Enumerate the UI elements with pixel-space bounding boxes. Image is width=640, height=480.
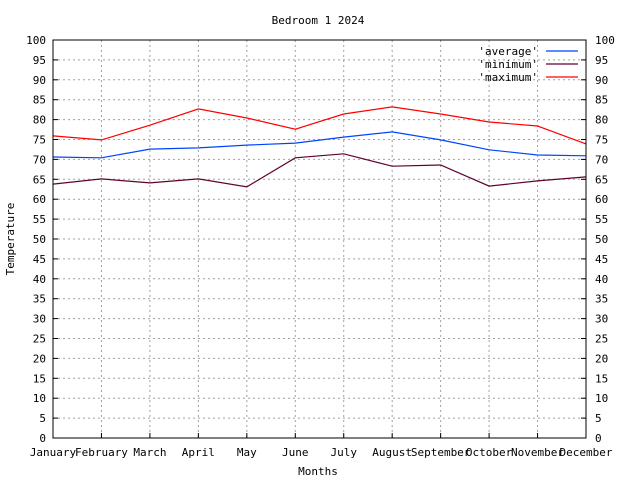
x-tick-label: May	[237, 446, 257, 459]
y-tick-label-right: 40	[595, 273, 608, 286]
chart-title: Bedroom 1 2024	[272, 14, 365, 27]
series-lines	[52, 106, 587, 188]
x-tick-label: July	[330, 446, 357, 459]
y-tick-label-right: 95	[595, 54, 608, 67]
x-tick-label: June	[282, 446, 309, 459]
y-tick-label: 55	[33, 213, 46, 226]
y-tick-label-right: 65	[595, 173, 608, 186]
y-tick-label: 35	[33, 293, 46, 306]
x-tick-label: September	[411, 446, 471, 459]
x-tick-label: November	[511, 446, 564, 459]
legend-label: 'maximum'	[478, 71, 538, 84]
x-tick-label: August	[372, 446, 412, 459]
plot-border	[52, 39, 587, 439]
y-tick-label: 5	[39, 412, 46, 425]
y-tick-label-right: 5	[595, 412, 602, 425]
y-tick-label-right: 55	[595, 213, 608, 226]
y-tick-label: 0	[39, 432, 46, 445]
y-tick-label: 70	[33, 153, 46, 166]
y-tick-label: 65	[33, 173, 46, 186]
y-tick-label-right: 15	[595, 372, 608, 385]
x-tick-label: October	[466, 446, 513, 459]
y-tick-label-right: 20	[595, 352, 608, 365]
y-tick-label: 80	[33, 114, 46, 127]
y-tick-label-right: 25	[595, 333, 608, 346]
y-tick-label: 85	[33, 94, 46, 107]
series-line-maximum	[52, 106, 587, 145]
y-axis-label: Temperature	[4, 203, 17, 276]
y-tick-label-right: 75	[595, 134, 608, 147]
x-tick-label: February	[75, 446, 128, 459]
y-tick-label-right: 90	[595, 74, 608, 87]
y-tick-label: 25	[33, 333, 46, 346]
series-line-average	[52, 131, 587, 159]
y-tick-label: 90	[33, 74, 46, 87]
y-tick-label-right: 30	[595, 313, 608, 326]
series-line-minimum	[52, 153, 587, 188]
x-tick-label: March	[133, 446, 166, 459]
y-tick-label-right: 50	[595, 233, 608, 246]
y-tick-label: 45	[33, 253, 46, 266]
y-tick-label-right: 85	[595, 94, 608, 107]
y-tick-label-right: 0	[595, 432, 602, 445]
y-tick-label: 10	[33, 392, 46, 405]
legend-label: 'average'	[478, 45, 538, 58]
y-tick-label: 20	[33, 352, 46, 365]
x-axis-label: Months	[298, 465, 338, 478]
x-tick-label: December	[560, 446, 613, 459]
y-tick-label: 50	[33, 233, 46, 246]
legend-label: 'minimum'	[478, 58, 538, 71]
grid	[53, 40, 586, 438]
y-tick-label-right: 35	[595, 293, 608, 306]
y-tick-label: 95	[33, 54, 46, 67]
y-tick-label: 30	[33, 313, 46, 326]
x-tick-label: January	[30, 446, 77, 459]
x-tick-label: April	[182, 446, 215, 459]
y-tick-label: 75	[33, 134, 46, 147]
y-tick-label-right: 10	[595, 392, 608, 405]
y-tick-label: 15	[33, 372, 46, 385]
y-tick-label-right: 70	[595, 153, 608, 166]
y-tick-label: 40	[33, 273, 46, 286]
y-tick-label-right: 60	[595, 193, 608, 206]
y-tick-label-right: 100	[595, 34, 615, 47]
legend: 'average''minimum''maximum'	[478, 45, 578, 84]
y-tick-label-right: 45	[595, 253, 608, 266]
y-tick-label: 100	[26, 34, 46, 47]
y-tick-label-right: 80	[595, 114, 608, 127]
y-tick-label: 60	[33, 193, 46, 206]
